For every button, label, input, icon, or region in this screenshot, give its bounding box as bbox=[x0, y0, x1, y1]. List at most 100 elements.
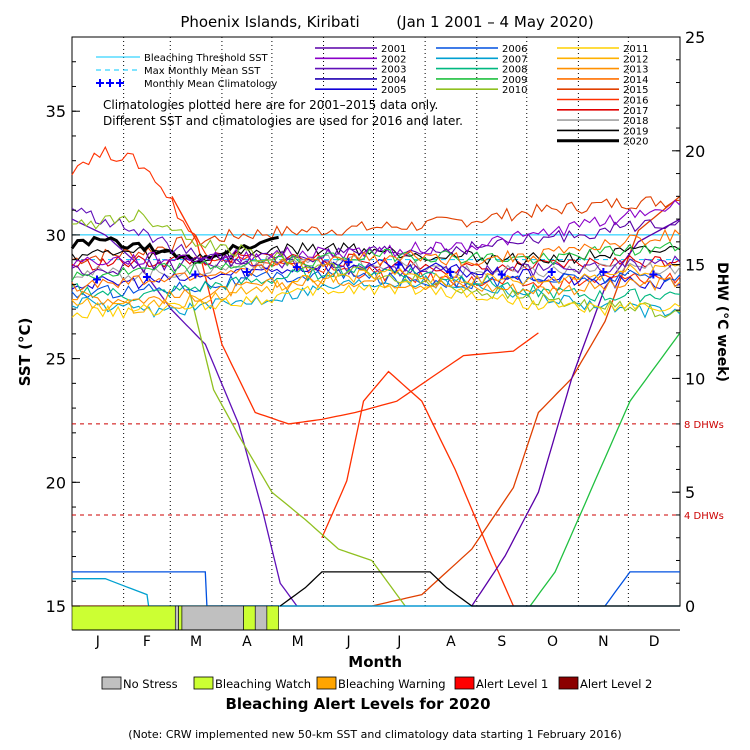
alert-segment bbox=[71, 605, 176, 631]
dhw-series-line bbox=[72, 578, 680, 607]
legend-year-label: 2012 bbox=[623, 54, 648, 65]
climatology-marker bbox=[142, 272, 151, 281]
alert-legend-swatch bbox=[316, 676, 337, 690]
y-axis-left-label: SST (°C) bbox=[16, 318, 34, 387]
alert-legend-label: Alert Level 1 bbox=[476, 677, 548, 691]
month-tick-label: J bbox=[396, 634, 401, 650]
sst-series-line bbox=[71, 145, 681, 291]
climatology-note-line-2: Different SST and climatologies are used… bbox=[103, 114, 463, 128]
climatology-marker bbox=[344, 258, 353, 267]
legend-year-label: 2009 bbox=[502, 75, 527, 86]
alert-segment bbox=[181, 605, 244, 631]
legend-year-label: 2004 bbox=[381, 75, 406, 86]
sst-tick-label: 15 bbox=[46, 597, 66, 616]
sst-series-line bbox=[71, 262, 681, 303]
month-tick-label: J bbox=[95, 634, 100, 650]
legend-label: Bleaching Threshold SST bbox=[144, 53, 269, 64]
sst-series-line bbox=[71, 219, 681, 277]
month-tick-label: A bbox=[446, 634, 456, 650]
legend-climatology-marker bbox=[116, 79, 124, 87]
y-axis-right-label: DHW (°C week) bbox=[714, 262, 730, 382]
dhw-series-line bbox=[321, 370, 514, 607]
sst-series-line bbox=[71, 241, 681, 281]
alert-segment bbox=[174, 605, 179, 631]
legend-year-label: 2008 bbox=[502, 65, 527, 76]
dhw-series-line bbox=[529, 332, 681, 607]
alert-segment bbox=[243, 605, 256, 631]
dhw-series-line bbox=[471, 218, 681, 607]
dhw-series-line bbox=[279, 571, 680, 607]
sst-tick-label: 35 bbox=[46, 102, 66, 121]
sst-tick-label: 20 bbox=[46, 473, 66, 492]
alert-legend-label: Alert Level 2 bbox=[580, 677, 652, 691]
dhw-series-line bbox=[72, 571, 680, 607]
sst-series-line bbox=[71, 281, 681, 320]
alert-segment bbox=[178, 605, 183, 631]
sst-series-line bbox=[71, 251, 681, 277]
climatology-marker bbox=[292, 263, 301, 272]
month-tick-label: M bbox=[292, 634, 304, 650]
legend-year-label: 2010 bbox=[502, 85, 527, 96]
climatology-marker bbox=[497, 270, 506, 279]
sst-series-line bbox=[71, 258, 681, 290]
legend-climatology-marker bbox=[96, 79, 104, 87]
sst-series-line bbox=[71, 199, 681, 268]
legend-label: Monthly Mean Climatology bbox=[144, 79, 277, 90]
legend-year-label: 2011 bbox=[623, 44, 648, 55]
alert-legend-swatch bbox=[454, 676, 475, 690]
month-tick-label: O bbox=[547, 634, 558, 650]
legend-year-label: 2019 bbox=[623, 126, 648, 137]
climatology-marker bbox=[242, 268, 251, 277]
alert-legend-swatch bbox=[193, 676, 214, 690]
month-tick-label: J bbox=[345, 634, 350, 650]
legend-year-label: 2005 bbox=[381, 85, 406, 96]
alert-legend-swatch bbox=[101, 676, 122, 690]
sst-tick-label: 25 bbox=[46, 350, 66, 369]
sst-series-line bbox=[71, 207, 681, 280]
chart-date-range: (Jan 1 2001 – 4 May 2020) bbox=[396, 13, 593, 31]
climatology-marker bbox=[92, 275, 101, 284]
dhw-reference-label: 8 DHWs bbox=[684, 420, 724, 431]
alert-legend-label: Bleaching Watch bbox=[215, 677, 311, 691]
alert-legend-swatch bbox=[558, 676, 579, 690]
legend-climatology-marker bbox=[106, 79, 114, 87]
sst-tick-label: 30 bbox=[46, 226, 66, 245]
legend-year-label: 2002 bbox=[381, 54, 406, 65]
dhw-tick-label: 0 bbox=[685, 597, 695, 616]
month-tick-label: M bbox=[190, 634, 202, 650]
alert-segment bbox=[266, 605, 279, 631]
legend-year-label: 2016 bbox=[623, 96, 648, 107]
sst-series-line bbox=[71, 228, 681, 292]
sst-series-line bbox=[71, 196, 681, 265]
month-tick-label: F bbox=[143, 634, 151, 650]
alert-legend-label: No Stress bbox=[123, 677, 178, 691]
climatology-marker bbox=[446, 268, 455, 277]
dhw-tick-label: 10 bbox=[685, 369, 705, 388]
legend-year-label: 2003 bbox=[381, 65, 406, 76]
legend-year-label: 2015 bbox=[623, 85, 648, 96]
climatology-marker bbox=[599, 268, 608, 277]
month-tick-label: D bbox=[649, 634, 660, 650]
footnote: (Note: CRW implemented new 50-km SST and… bbox=[128, 728, 621, 741]
dhw-series-line bbox=[71, 218, 298, 607]
legend-label: Max Monthly Mean SST bbox=[144, 66, 261, 77]
dhw-tick-label: 20 bbox=[685, 142, 705, 161]
legend-year-label: 2007 bbox=[502, 54, 527, 65]
sst-series-line bbox=[71, 272, 681, 306]
x-axis-label: Month bbox=[348, 653, 402, 671]
month-tick-label: A bbox=[242, 634, 252, 650]
climatology-marker bbox=[649, 270, 658, 279]
dhw-series-line bbox=[171, 195, 539, 425]
sst-series-line bbox=[71, 254, 681, 282]
legend-year-label: 2014 bbox=[623, 75, 648, 86]
alert-levels-title: Bleaching Alert Levels for 2020 bbox=[225, 695, 490, 713]
climatology-marker bbox=[394, 260, 403, 269]
dhw-tick-label: 15 bbox=[685, 256, 705, 275]
chart-title: Phoenix Islands, Kiribati bbox=[180, 13, 359, 31]
climatology-marker bbox=[191, 270, 200, 279]
legend-year-label: 2013 bbox=[623, 65, 648, 76]
legend-year-label: 2006 bbox=[502, 44, 527, 55]
dhw-tick-label: 5 bbox=[685, 483, 695, 502]
alert-legend-label: Bleaching Warning bbox=[338, 677, 446, 691]
